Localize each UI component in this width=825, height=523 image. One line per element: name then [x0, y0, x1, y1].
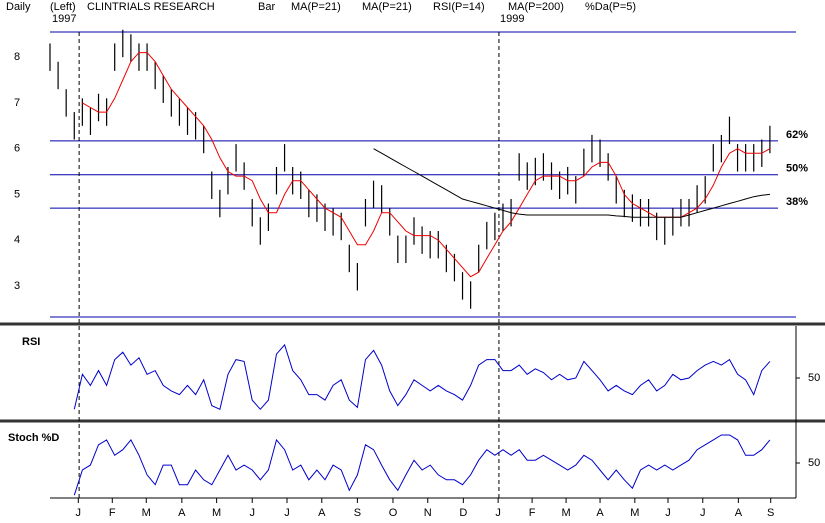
x-tick-label: M: [630, 507, 639, 519]
x-tick-label: A: [596, 507, 604, 519]
x-tick-label: J: [495, 507, 501, 519]
header-text: 1999: [500, 13, 524, 25]
moving-average: [82, 52, 771, 278]
x-tick-label: F: [109, 507, 116, 519]
x-tick-label: O: [389, 507, 398, 519]
fib-label: 38%: [786, 196, 808, 208]
moving-average: [373, 148, 770, 218]
y-tick-label: 4: [14, 234, 20, 246]
indicator-line: [73, 343, 771, 411]
x-tick-label: M: [142, 507, 151, 519]
x-tick-label: J: [249, 507, 255, 519]
x-tick-label: S: [354, 507, 361, 519]
x-tick-label: M: [561, 507, 570, 519]
header-text: RSI(P=14): [433, 1, 485, 13]
x-tick-label: D: [459, 507, 467, 519]
x-tick-label: F: [529, 507, 536, 519]
fib-label: 50%: [786, 163, 808, 175]
x-tick-label: J: [665, 507, 671, 519]
header-text: CLINTRIALS RESEARCH: [87, 1, 215, 13]
header-text: (Left): [50, 1, 76, 13]
x-tick-label: A: [178, 507, 186, 519]
y-tick-label: 8: [14, 51, 20, 63]
header-text: Bar: [258, 1, 275, 13]
y-tick-label: 3: [14, 280, 20, 292]
header-text: 1997: [52, 13, 76, 25]
header-text: Daily: [6, 1, 31, 13]
header-text: %Da(P=5): [585, 1, 636, 13]
x-tick-label: M: [212, 507, 221, 519]
x-tick-label: N: [424, 507, 432, 519]
y-tick-label: 50: [808, 457, 820, 469]
header-text: MA(P=21): [362, 1, 412, 13]
header-text: MA(P=21): [291, 1, 341, 13]
y-tick-label: 5: [14, 188, 20, 200]
fib-label: 62%: [786, 129, 808, 141]
y-tick-label: 6: [14, 143, 20, 155]
panel-label: RSI: [22, 336, 40, 348]
indicator-line: [73, 434, 771, 496]
x-tick-label: A: [318, 507, 326, 519]
x-tick-label: A: [735, 507, 743, 519]
panel-label: Stoch %D: [8, 432, 59, 444]
header-text: MA(P=200): [508, 1, 564, 13]
x-tick-label: S: [767, 507, 774, 519]
y-tick-label: 50: [808, 372, 820, 384]
y-tick-label: 7: [14, 97, 20, 109]
x-tick-label: J: [284, 507, 290, 519]
x-tick-label: J: [76, 507, 82, 519]
x-tick-label: J: [700, 507, 706, 519]
